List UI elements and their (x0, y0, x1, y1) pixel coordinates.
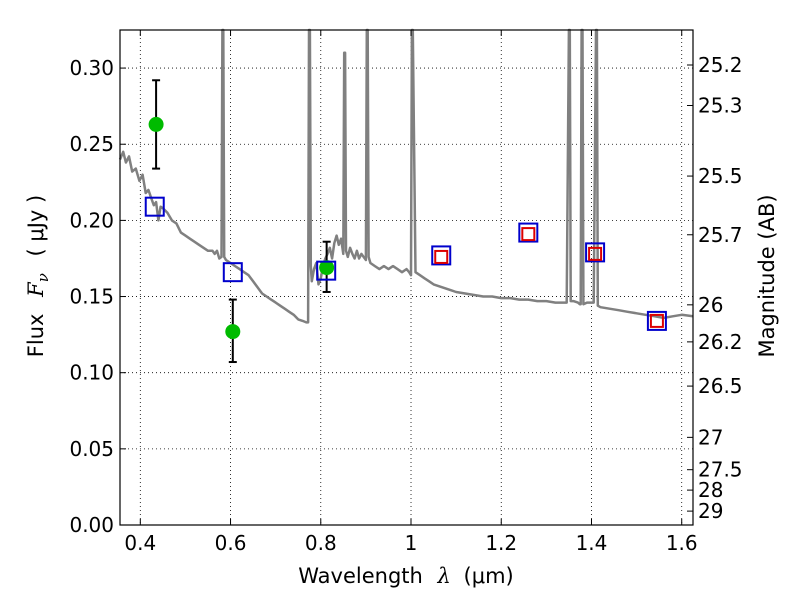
mag-tick-label: 26.5 (698, 374, 743, 398)
model-band-square-blue (646, 310, 667, 331)
model-band-square-red (521, 227, 536, 242)
y-tick-label: 0.00 (69, 513, 114, 537)
model-band-square-blue (431, 245, 452, 266)
y-axis-title: Flux Fν ( μJy ) (24, 195, 53, 357)
x-tick-label: 1.2 (485, 531, 517, 555)
plot-area (118, 28, 694, 364)
y-tick-label: 0.10 (69, 361, 114, 385)
y-tick-label: 0.30 (69, 56, 114, 80)
mag-tick-label: 27 (698, 425, 723, 449)
mag-tick-label: 25.7 (698, 223, 743, 247)
mag-tick-label: 29 (698, 499, 723, 523)
mag-tick-label: 27.5 (698, 458, 743, 482)
y-tick-label: 0.15 (69, 285, 114, 309)
mag-tick-label: 25.3 (698, 93, 743, 117)
x-tick-label: 0.8 (305, 531, 337, 555)
model-band-square-red (649, 313, 664, 328)
model-band-square-blue (585, 242, 606, 263)
model-band-square-red (434, 249, 449, 264)
mag-tick-label: 25.2 (698, 53, 743, 77)
observed-flux-point (319, 260, 335, 276)
mag-tick-label: 26 (698, 293, 723, 317)
y-tick-label: 0.05 (69, 437, 114, 461)
mag-tick-label: 28 (698, 478, 723, 502)
plot-frame (119, 29, 694, 526)
mag-tick-label: 26.2 (698, 330, 743, 354)
axes: 0.4 0.6 0.8 1 1.2 1.4 1.6 0.00 0.05 0.10 0.15 0.20 0… (69, 30, 743, 555)
model-band-square-blue (144, 196, 165, 217)
model-spectrum-line (118, 28, 694, 324)
x-axis-title: Wavelength λ (μm) (298, 564, 513, 588)
y-tick-label: 0.20 (69, 208, 114, 232)
observed-flux-point (225, 324, 241, 340)
model-band-square-red (588, 246, 603, 261)
x-tick-label: 0.6 (215, 531, 247, 555)
model-band-square-blue (518, 222, 539, 243)
observed-flux-point (148, 116, 164, 132)
x-tick-label: 1 (405, 531, 418, 555)
model-band-square-blue (316, 260, 337, 281)
x-tick-label: 1.6 (666, 531, 698, 555)
mag-tick-label: 25.5 (698, 164, 743, 188)
x-tick-label: 1.4 (576, 531, 608, 555)
x-tick-label: 0.4 (124, 531, 156, 555)
grid (120, 30, 693, 525)
y-tick-label: 0.25 (69, 132, 114, 156)
y2-axis-title: Magnitude (AB) (755, 194, 779, 357)
model-band-square-blue (222, 262, 243, 283)
